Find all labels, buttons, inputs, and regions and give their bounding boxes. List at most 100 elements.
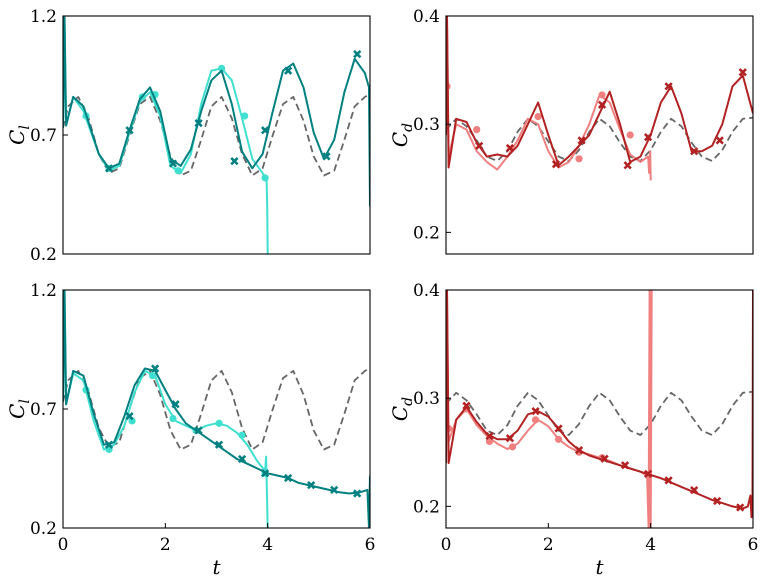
x-marker	[260, 126, 270, 135]
x-marker	[643, 133, 653, 142]
series-line-0	[446, 116, 753, 162]
circle-marker	[174, 167, 182, 175]
series-line-2	[446, 16, 753, 169]
circle-marker	[261, 174, 269, 182]
x-marker	[738, 68, 747, 77]
x-marker	[475, 141, 484, 150]
x-marker	[597, 100, 607, 109]
y-axis-label: Cd	[388, 397, 416, 421]
y-tick-label: 0.2	[413, 223, 440, 243]
panel-top-left: 0.2 0.7 1.2 Cl	[5, 7, 371, 265]
panel-bottom-right: 0.2 0.3 0.4 0 2 4 6 t Cd	[388, 281, 758, 579]
series-line-1	[446, 16, 652, 181]
x-marker	[125, 412, 134, 421]
x-marker	[125, 126, 134, 135]
x-marker	[690, 486, 699, 495]
circle-marker	[473, 125, 481, 134]
x-marker	[715, 136, 724, 145]
circle-marker	[508, 443, 517, 451]
circle-marker	[575, 155, 583, 163]
series-line-2	[63, 16, 370, 207]
x-tick-label: 0	[58, 535, 69, 555]
x-tick-label: 4	[645, 535, 656, 555]
x-marker	[237, 454, 247, 464]
circle-marker	[534, 113, 542, 121]
x-marker	[600, 454, 609, 463]
y-tick-label: 1.2	[30, 281, 57, 301]
x-marker	[194, 118, 203, 128]
plot-area	[446, 16, 753, 181]
x-marker	[104, 164, 114, 173]
x-marker	[260, 469, 270, 478]
x-marker	[551, 160, 561, 169]
y-tick-label: 0.4	[413, 7, 440, 27]
y-axis-label: Cd	[388, 123, 416, 147]
x-marker	[307, 481, 316, 490]
circle-marker	[238, 431, 246, 439]
x-marker	[214, 440, 224, 449]
x-tick-label: 2	[160, 535, 171, 555]
y-tick-label: 0.2	[30, 519, 57, 539]
x-tick-label: 4	[262, 535, 273, 555]
x-tick-label: 2	[543, 535, 554, 555]
circle-marker	[626, 131, 634, 139]
y-axis-label: Cl	[5, 399, 33, 419]
x-marker	[194, 426, 203, 435]
circle-marker	[218, 64, 226, 72]
y-tick-label: 1.2	[30, 7, 57, 27]
circle-marker	[531, 416, 540, 424]
series-line-2	[446, 290, 753, 519]
x-marker	[284, 66, 293, 75]
x-marker	[664, 476, 673, 485]
series-line-2	[63, 290, 370, 528]
x-marker	[330, 485, 339, 495]
x-marker	[104, 440, 114, 449]
y-tick-label: 0.3	[413, 115, 440, 135]
circle-marker	[215, 419, 223, 427]
x-marker	[284, 473, 293, 483]
circle-marker	[554, 435, 563, 443]
y-axis-label: Cl	[5, 125, 33, 145]
panel-top-right: 0.2 0.3 0.4 Cd	[388, 7, 754, 255]
x-marker	[171, 400, 180, 409]
x-marker	[322, 152, 331, 161]
y-tick-label: 0.7	[30, 126, 57, 146]
x-marker	[505, 434, 515, 443]
x-marker	[574, 445, 584, 455]
plot-area	[446, 290, 753, 528]
x-marker	[353, 49, 362, 59]
x-tick-label: 6	[365, 535, 376, 555]
x-marker	[150, 364, 160, 373]
y-tick-label: 0.2	[413, 497, 440, 517]
y-tick-label: 0.7	[30, 400, 57, 420]
axes-frame	[62, 15, 371, 255]
x-tick-label: 6	[748, 535, 759, 555]
series-line-1	[446, 290, 653, 528]
series-line-0	[446, 390, 753, 436]
x-marker	[505, 143, 515, 153]
x-marker	[230, 157, 239, 166]
circle-marker	[598, 91, 606, 99]
y-tick-label: 0.2	[30, 245, 57, 265]
y-tick-label: 0.3	[413, 389, 440, 409]
panel-bottom-left: 0.2 0.7 1.2 0 2 4 6 t Cl	[5, 281, 375, 579]
x-tick-label: 0	[441, 535, 452, 555]
x-marker	[643, 469, 653, 479]
x-marker	[736, 503, 745, 512]
x-marker	[554, 424, 563, 433]
x-axis-label: t	[595, 555, 604, 579]
x-axis-label: t	[212, 555, 221, 579]
y-tick-label: 0.4	[413, 281, 440, 301]
x-marker	[353, 489, 362, 498]
axes-frame	[445, 289, 754, 529]
plot-area	[63, 16, 370, 254]
axes-frame	[62, 289, 371, 529]
x-marker	[664, 82, 673, 91]
x-marker	[713, 496, 722, 506]
circle-marker	[169, 414, 177, 423]
circle-marker	[128, 417, 136, 425]
x-marker	[623, 161, 632, 170]
series-line-0	[63, 367, 370, 451]
x-marker	[577, 136, 586, 145]
circle-marker	[148, 372, 157, 380]
